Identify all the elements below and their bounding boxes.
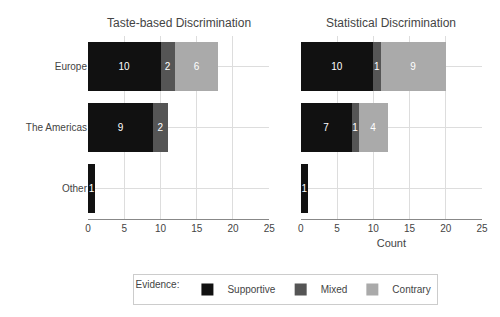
svg-text:4: 4	[370, 122, 376, 133]
svg-text:Evidence:: Evidence:	[136, 279, 180, 290]
svg-text:9: 9	[410, 61, 416, 72]
svg-text:6: 6	[194, 61, 200, 72]
svg-text:2: 2	[158, 122, 164, 133]
svg-text:5: 5	[121, 223, 127, 234]
svg-text:25: 25	[476, 223, 488, 234]
svg-text:Europe: Europe	[55, 61, 88, 72]
svg-text:1: 1	[89, 183, 95, 194]
svg-text:Taste-based Discrimination: Taste-based Discrimination	[107, 16, 251, 30]
svg-text:Count: Count	[377, 237, 406, 249]
svg-text:1: 1	[301, 183, 307, 194]
svg-text:15: 15	[191, 223, 203, 234]
svg-text:10: 10	[118, 61, 130, 72]
svg-text:Contrary: Contrary	[392, 284, 430, 295]
svg-text:1: 1	[374, 61, 380, 72]
svg-text:Supportive: Supportive	[227, 284, 275, 295]
svg-text:1: 1	[352, 122, 358, 133]
svg-text:9: 9	[118, 122, 124, 133]
svg-text:10: 10	[155, 223, 167, 234]
svg-text:20: 20	[440, 223, 452, 234]
svg-text:The Americas: The Americas	[26, 122, 87, 133]
svg-text:Other: Other	[62, 183, 88, 194]
svg-text:10: 10	[331, 61, 343, 72]
svg-text:2: 2	[165, 61, 171, 72]
svg-text:25: 25	[264, 223, 276, 234]
svg-text:7: 7	[323, 122, 329, 133]
svg-text:15: 15	[404, 223, 416, 234]
svg-text:5: 5	[334, 223, 340, 234]
svg-text:Mixed: Mixed	[321, 284, 348, 295]
svg-text:20: 20	[227, 223, 239, 234]
svg-text:10: 10	[368, 223, 380, 234]
svg-text:0: 0	[85, 223, 91, 234]
svg-text:Statistical Discrimination: Statistical Discrimination	[326, 16, 456, 30]
svg-text:0: 0	[298, 223, 304, 234]
